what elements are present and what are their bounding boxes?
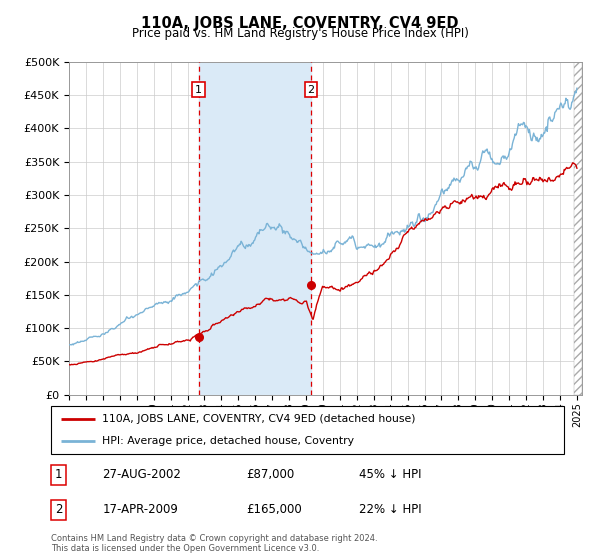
Text: £87,000: £87,000: [246, 468, 294, 481]
FancyBboxPatch shape: [51, 406, 564, 454]
Text: 45% ↓ HPI: 45% ↓ HPI: [359, 468, 421, 481]
Text: This data is licensed under the Open Government Licence v3.0.: This data is licensed under the Open Gov…: [51, 544, 319, 553]
Text: 110A, JOBS LANE, COVENTRY, CV4 9ED: 110A, JOBS LANE, COVENTRY, CV4 9ED: [141, 16, 459, 31]
Text: 1: 1: [55, 468, 62, 481]
Text: 27-AUG-2002: 27-AUG-2002: [103, 468, 181, 481]
Text: 2: 2: [55, 503, 62, 516]
Text: £165,000: £165,000: [246, 503, 302, 516]
Text: 110A, JOBS LANE, COVENTRY, CV4 9ED (detached house): 110A, JOBS LANE, COVENTRY, CV4 9ED (deta…: [103, 414, 416, 424]
Text: Contains HM Land Registry data © Crown copyright and database right 2024.: Contains HM Land Registry data © Crown c…: [51, 534, 377, 543]
Text: 22% ↓ HPI: 22% ↓ HPI: [359, 503, 421, 516]
Text: 17-APR-2009: 17-APR-2009: [103, 503, 178, 516]
Text: HPI: Average price, detached house, Coventry: HPI: Average price, detached house, Cove…: [103, 436, 354, 446]
Text: 2: 2: [307, 85, 314, 95]
Bar: [199, 62, 311, 395]
Text: 1: 1: [195, 85, 202, 95]
Text: Price paid vs. HM Land Registry's House Price Index (HPI): Price paid vs. HM Land Registry's House …: [131, 27, 469, 40]
